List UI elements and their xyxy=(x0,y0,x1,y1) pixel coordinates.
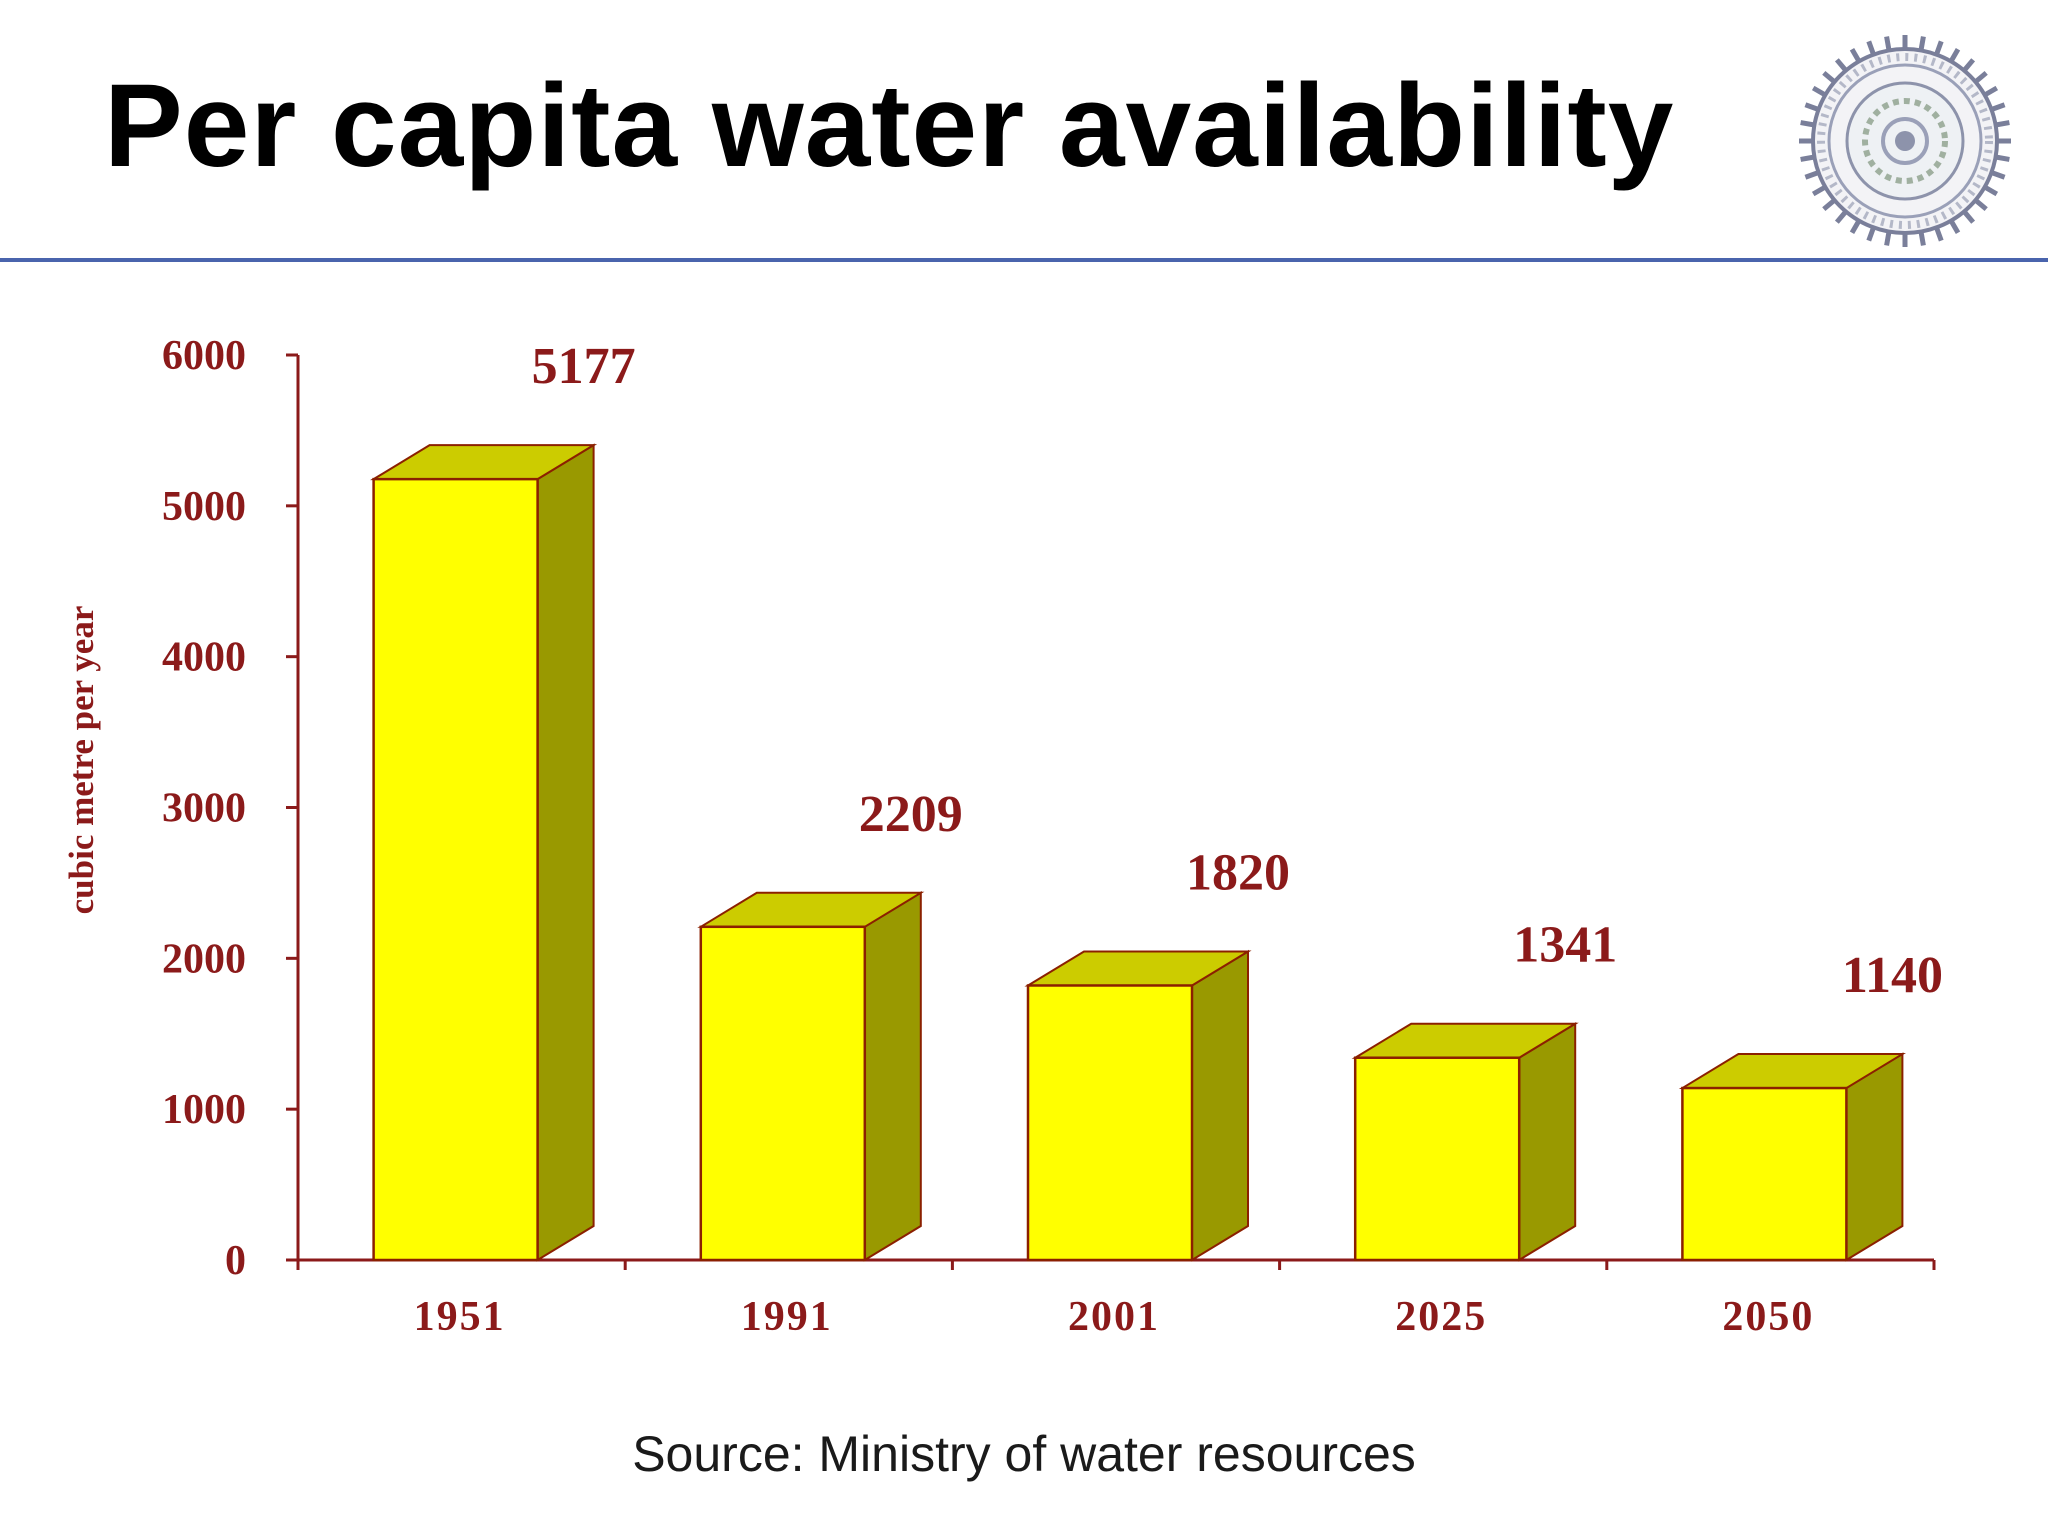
x-tick-label: 2001 xyxy=(1068,1294,1160,1340)
bar-front-face xyxy=(1681,1086,1848,1262)
title-divider xyxy=(0,258,2048,262)
data-label: 1140 xyxy=(1842,947,1943,1004)
bar-2001 xyxy=(1024,949,1252,1262)
y-tick-label: 6000 xyxy=(162,333,246,379)
x-tick-label: 1951 xyxy=(414,1294,506,1340)
bar-front-face xyxy=(1026,984,1194,1262)
y-tick-label: 2000 xyxy=(162,936,246,982)
bar-chart: cubic metre per year 0 1000 2000 3000 4000 50… xyxy=(62,333,1943,1340)
x-tick-label: 2025 xyxy=(1395,1294,1487,1340)
data-label: 2209 xyxy=(859,786,963,843)
bar-1991 xyxy=(697,891,925,1262)
y-tick-label: 4000 xyxy=(162,635,246,681)
bar-front-face xyxy=(372,477,539,1262)
source-note: Source: Ministry of water resources xyxy=(632,1426,1416,1482)
bar-side-face xyxy=(1518,1021,1577,1262)
data-label: 1820 xyxy=(1186,844,1290,901)
bar-side-face xyxy=(1191,949,1249,1262)
y-tick-label: 3000 xyxy=(162,786,246,832)
data-label: 5177 xyxy=(532,338,636,395)
bar-side-face xyxy=(1845,1052,1904,1262)
slide-title: Per capita water availability xyxy=(104,60,1675,192)
bar-front-face xyxy=(1353,1056,1521,1262)
bar-1951 xyxy=(370,443,598,1262)
x-tick-label: 1991 xyxy=(741,1294,833,1340)
bar-2025 xyxy=(1351,1021,1579,1262)
y-tick-label: 0 xyxy=(225,1238,246,1284)
bar-2050 xyxy=(1678,1052,1906,1262)
y-tick-label: 1000 xyxy=(162,1087,246,1133)
x-tick-label: 2050 xyxy=(1722,1294,1814,1340)
y-tick-label: 5000 xyxy=(162,484,246,530)
institute-seal-icon xyxy=(1782,30,2028,252)
bar-side-face xyxy=(536,443,595,1262)
bar-front-face xyxy=(699,925,867,1262)
y-axis-label: cubic metre per year xyxy=(62,606,101,915)
bar-side-face xyxy=(863,891,922,1262)
data-label: 1341 xyxy=(1513,917,1617,974)
